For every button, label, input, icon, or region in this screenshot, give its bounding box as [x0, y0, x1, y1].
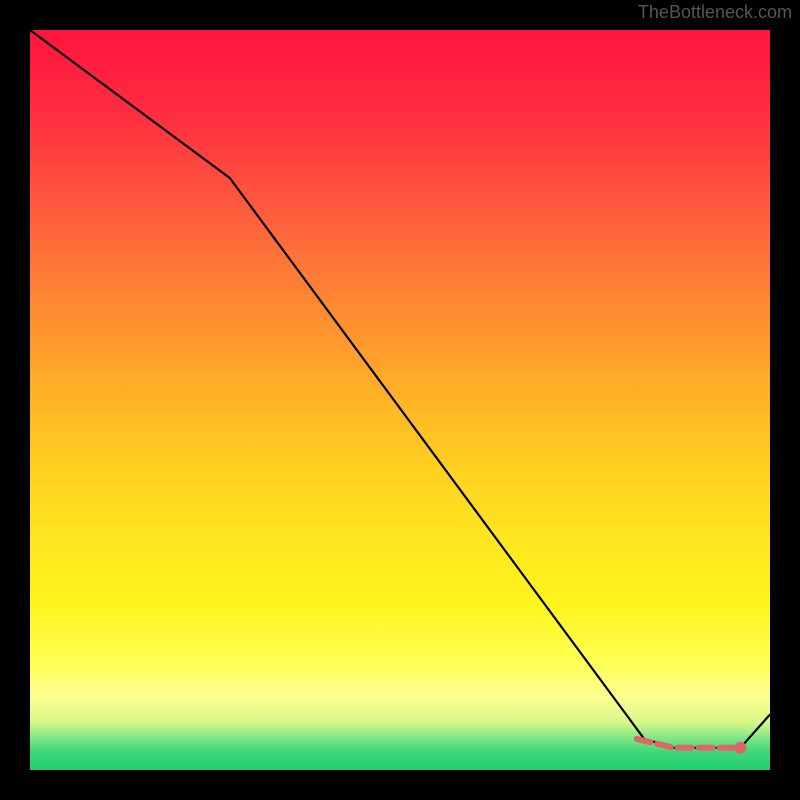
attribution-text: TheBottleneck.com [638, 2, 792, 23]
bottleneck-chart [30, 30, 770, 770]
chart-svg [30, 30, 770, 770]
chart-background [30, 30, 770, 770]
optimal-point-marker [734, 742, 746, 754]
